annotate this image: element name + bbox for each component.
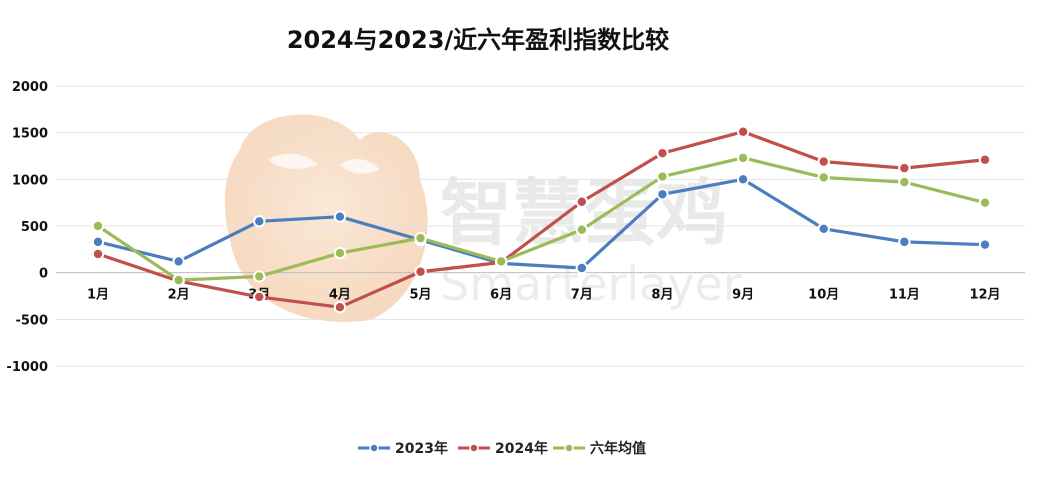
- legend-swatch-marker: [369, 443, 379, 453]
- series-line: [96, 156, 987, 282]
- x-tick-label: 1月: [87, 288, 109, 303]
- svg-text:智慧蛋鸡: 智慧蛋鸡: [440, 171, 728, 255]
- x-tick-label: 10月: [808, 288, 839, 303]
- data-point: [656, 188, 669, 201]
- legend-label: 2023年: [395, 440, 448, 457]
- data-point: [172, 273, 185, 287]
- data-point: [172, 255, 185, 268]
- data-point: [817, 155, 830, 168]
- series-3: [91, 151, 992, 287]
- y-tick-label: 2000: [12, 80, 48, 95]
- data-point: [91, 235, 105, 249]
- data-point: [91, 219, 105, 233]
- data-point: [817, 222, 830, 236]
- legend: 2023年 2024年 六年均值: [358, 440, 646, 457]
- series-line: [96, 130, 987, 309]
- data-point: [333, 301, 347, 314]
- data-point: [898, 161, 911, 175]
- legend-label: 2024年: [495, 440, 548, 457]
- legend-swatch-marker: [469, 443, 479, 453]
- svg-text:Smarterlayer: Smarterlayer: [440, 257, 742, 311]
- data-point: [575, 223, 589, 236]
- x-tick-label: 12月: [969, 288, 1000, 303]
- data-point: [898, 235, 911, 249]
- watermark-text: 智慧蛋鸡 Smarterlayer: [440, 171, 742, 311]
- axis-layer: 2000150010005000-500-10001月2月3月4月5月6月7月8…: [6, 80, 1000, 375]
- x-tick-label: 9月: [732, 288, 754, 303]
- data-point: [656, 170, 669, 183]
- y-tick-label: 0: [39, 267, 48, 282]
- data-point: [91, 247, 105, 261]
- data-point: [978, 196, 992, 209]
- series-layer: [91, 125, 992, 314]
- data-point: [736, 173, 750, 186]
- x-tick-label: 6月: [490, 288, 512, 303]
- y-tick-label: -1000: [6, 360, 48, 375]
- data-point: [253, 270, 266, 283]
- y-tick-label: 1000: [12, 173, 48, 188]
- x-tick-label: 7月: [571, 288, 593, 303]
- legend-item: 2023年: [358, 440, 448, 457]
- x-tick-label: 8月: [651, 288, 673, 303]
- data-point: [414, 231, 427, 245]
- data-point: [575, 261, 589, 275]
- legend-label: 六年均值: [590, 440, 646, 457]
- legend-swatch-marker: [564, 443, 574, 453]
- data-point: [656, 147, 669, 160]
- y-tick-label: 1500: [12, 127, 48, 142]
- data-point: [494, 255, 508, 268]
- x-tick-label: 11月: [889, 288, 920, 303]
- x-tick-label: 4月: [329, 288, 351, 303]
- y-tick-label: -500: [15, 313, 48, 328]
- y-tick-label: 500: [21, 220, 48, 235]
- data-point: [253, 290, 266, 304]
- x-tick-label: 5月: [410, 288, 432, 303]
- data-point: [978, 238, 992, 251]
- legend-item: 2024年: [458, 440, 548, 457]
- data-point: [736, 151, 750, 165]
- x-tick-label: 2月: [168, 288, 190, 303]
- series-line: [96, 177, 987, 270]
- series-1: [91, 173, 992, 275]
- data-point: [575, 195, 589, 208]
- data-point: [333, 210, 347, 223]
- data-point: [978, 153, 992, 166]
- data-point: [414, 265, 427, 278]
- legend-item: 六年均值: [553, 440, 646, 457]
- data-point: [333, 246, 347, 260]
- data-point: [253, 215, 266, 228]
- data-point: [817, 171, 830, 184]
- data-point: [898, 175, 911, 189]
- data-point: [736, 125, 750, 138]
- grid-layer: [56, 85, 1025, 367]
- chart-title: 2024与2023/近六年盈利指数比较: [287, 26, 669, 54]
